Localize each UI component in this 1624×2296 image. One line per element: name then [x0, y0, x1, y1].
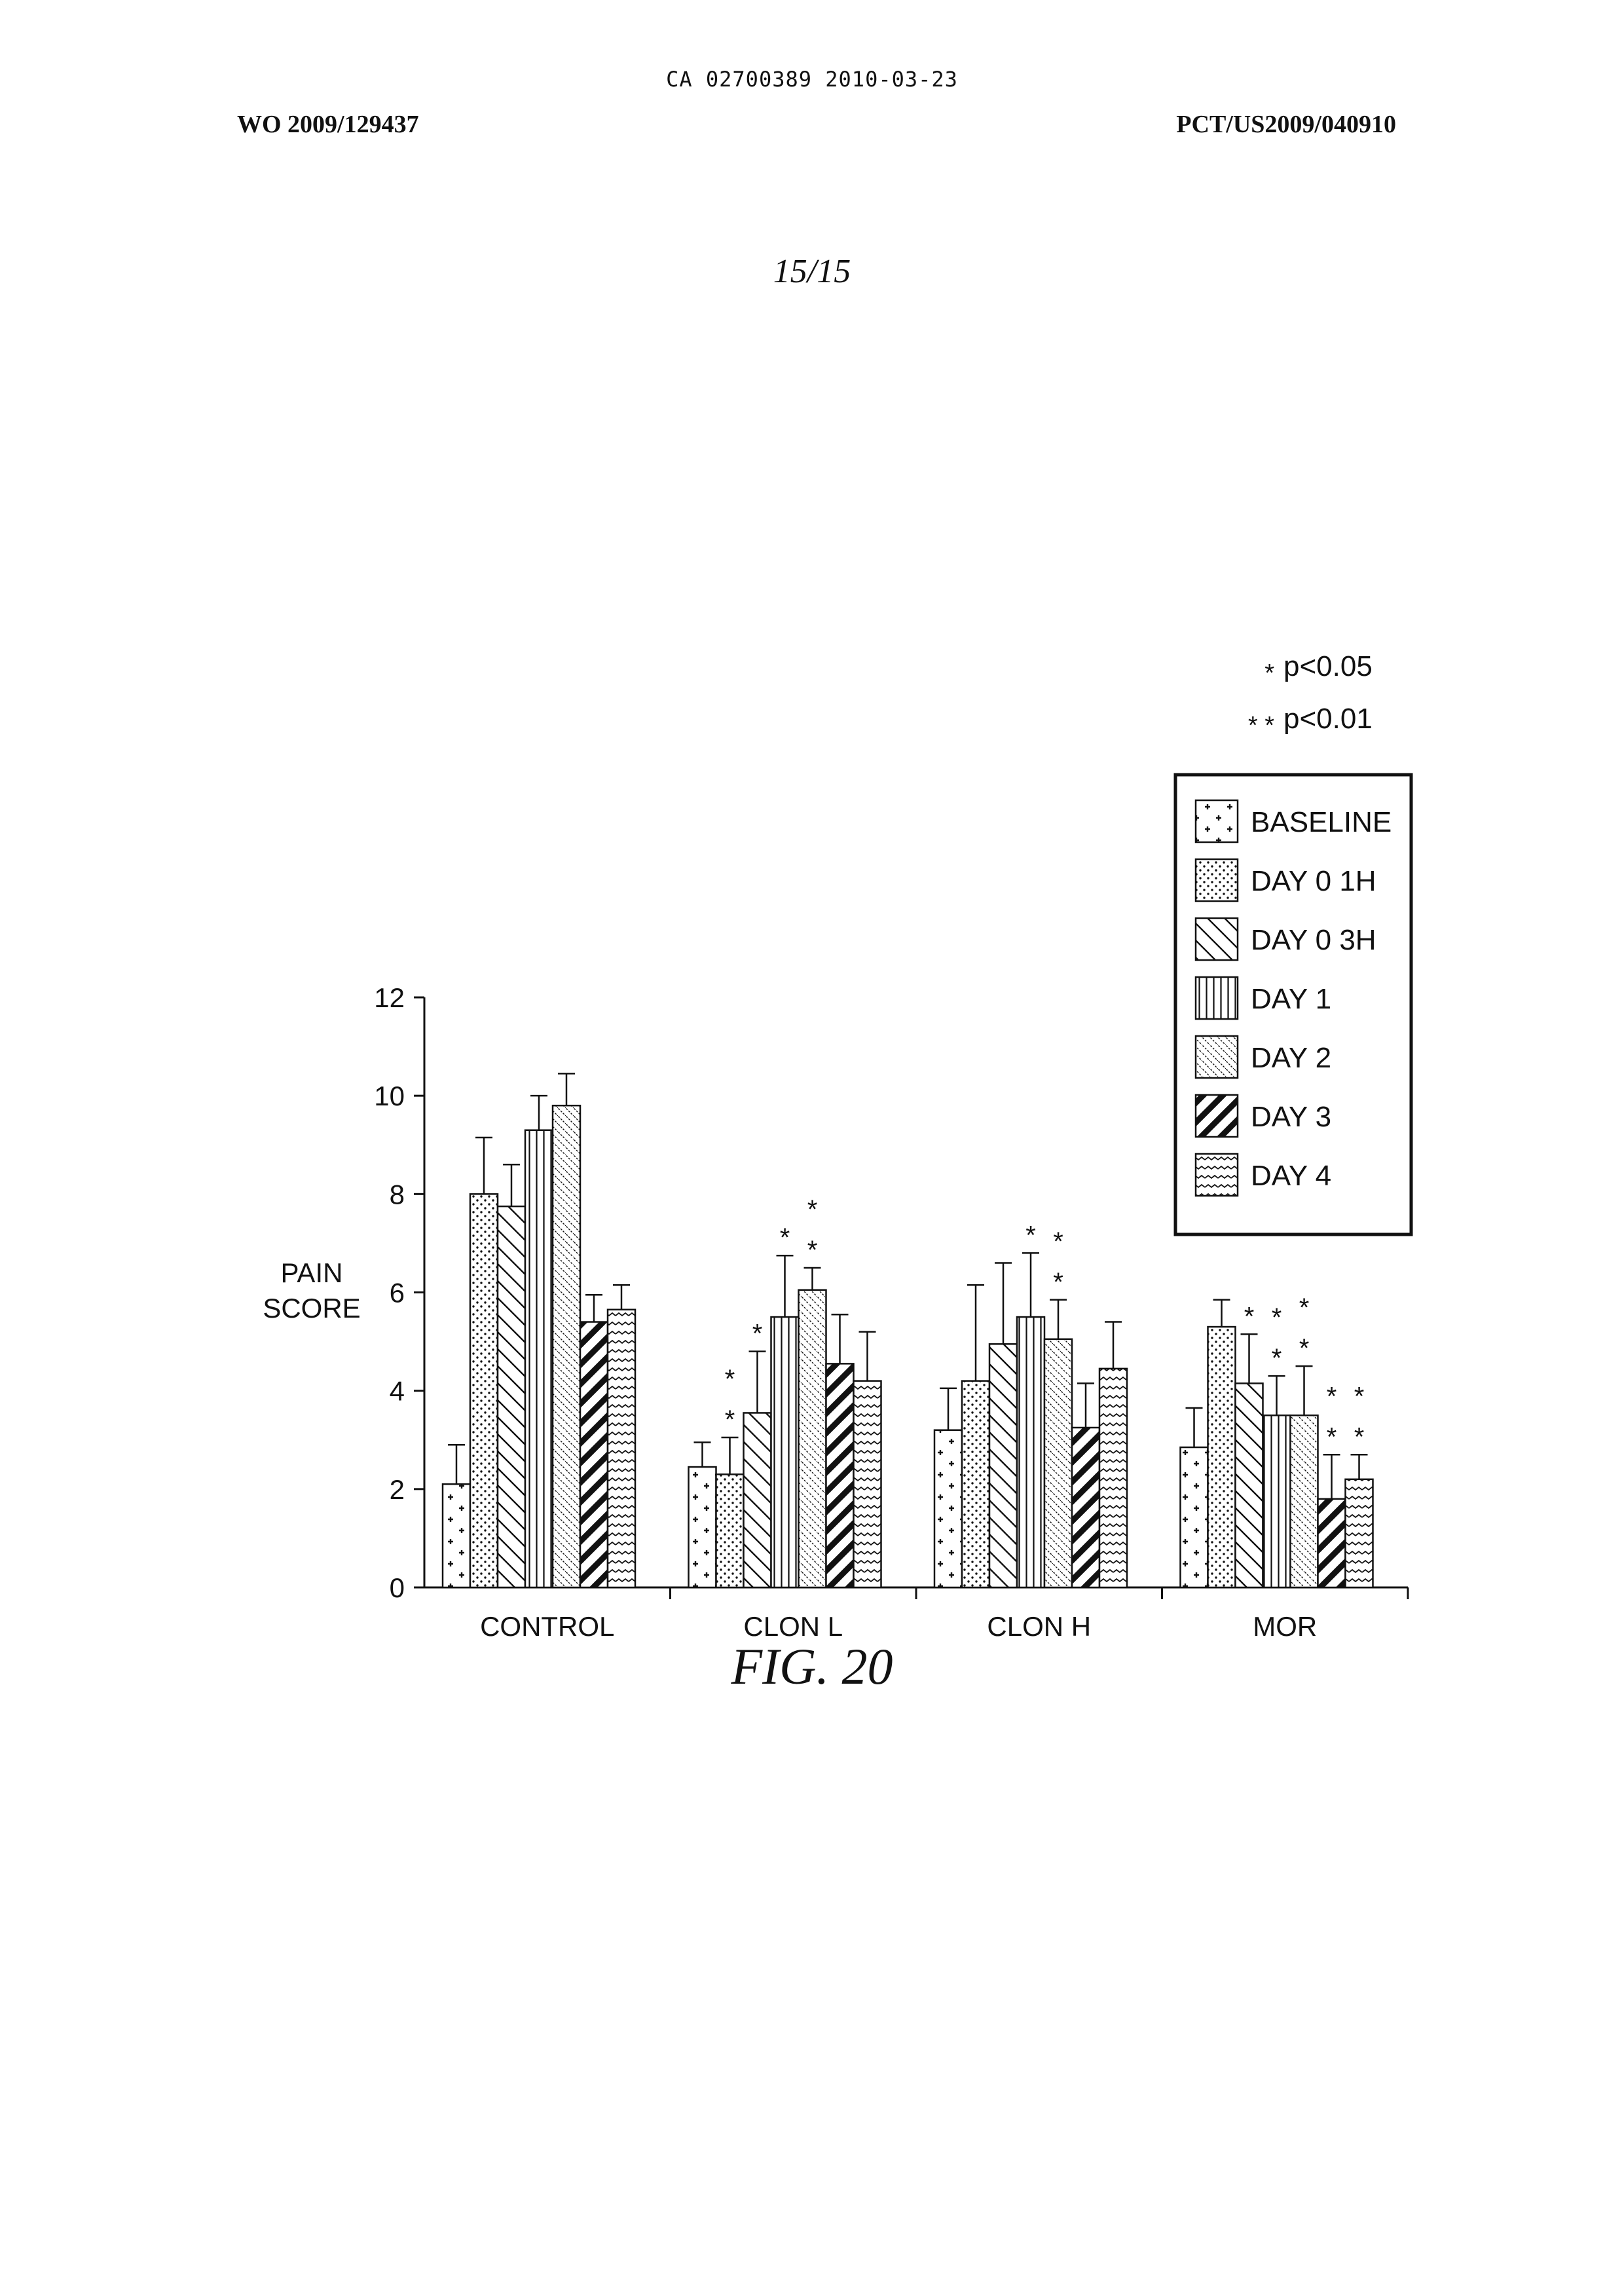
y-tick-label: 0: [390, 1572, 405, 1603]
significance-star: *: [1272, 1303, 1282, 1332]
legend-label: DAY 3: [1251, 1101, 1331, 1133]
significance-star: *: [1053, 1227, 1063, 1256]
bar: [744, 1413, 771, 1587]
legend-swatch: [1196, 1154, 1238, 1196]
bar: [1263, 1415, 1291, 1587]
significance-star: *: [780, 1223, 790, 1252]
bar: [1072, 1428, 1099, 1587]
y-axis-label: PAIN SCORE: [263, 1257, 360, 1324]
figure-label: FIG. 20: [0, 1637, 1624, 1696]
bar: [525, 1130, 553, 1587]
significance-star: *: [1244, 1302, 1255, 1331]
bar: [962, 1381, 989, 1587]
bar: [553, 1105, 580, 1587]
legend-swatch: [1196, 800, 1238, 842]
bar: [1318, 1499, 1346, 1587]
significance-star: *: [1053, 1268, 1063, 1297]
y-axis-label-line2: SCORE: [263, 1293, 360, 1324]
significance-star: *: [1299, 1293, 1310, 1322]
legend-label: DAY 4: [1251, 1160, 1331, 1192]
y-tick-label: 10: [374, 1081, 405, 1111]
sig-text-p005: p<0.05: [1283, 650, 1373, 682]
bar: [689, 1467, 716, 1587]
y-tick-label: 8: [390, 1179, 405, 1210]
bar: [1291, 1415, 1318, 1587]
y-tick-label: 2: [390, 1474, 405, 1505]
legend-label: DAY 1: [1251, 983, 1331, 1015]
bar: [608, 1310, 635, 1587]
legend-swatch: [1196, 1036, 1238, 1078]
significance-star: *: [807, 1195, 818, 1224]
bar: [771, 1317, 799, 1587]
bar: [989, 1344, 1017, 1587]
sig-text-p001: p<0.01: [1283, 703, 1373, 735]
significance-star: *: [807, 1236, 818, 1265]
legend-label: BASELINE: [1251, 806, 1392, 838]
significance-star: *: [752, 1320, 763, 1348]
bar: [470, 1194, 498, 1587]
significance-star: *: [725, 1365, 735, 1394]
bar: [1181, 1447, 1208, 1587]
significance-star: *: [1327, 1422, 1337, 1451]
significance-note: * p<0.05 * * p<0.01: [1248, 650, 1373, 739]
y-tick-label: 12: [374, 982, 405, 1013]
x-axis: CONTROLCLON LCLON HMOR: [424, 1587, 1408, 1642]
bar: [580, 1322, 608, 1587]
bar: [443, 1484, 470, 1587]
significance-star: *: [725, 1405, 735, 1434]
bar: [498, 1206, 525, 1587]
legend-swatch: [1196, 1095, 1238, 1137]
y-tick-label: 4: [390, 1376, 405, 1407]
bar: [1208, 1327, 1236, 1587]
significance-star: *: [1299, 1334, 1310, 1363]
bar: [1099, 1369, 1127, 1587]
bar: [934, 1430, 962, 1587]
bar: [854, 1381, 881, 1587]
bar: [1017, 1317, 1044, 1587]
significance-star: *: [1354, 1422, 1365, 1451]
legend-swatch: [1196, 859, 1238, 901]
legend-label: DAY 0 1H: [1251, 865, 1376, 897]
bar: [799, 1290, 826, 1587]
legend-label: DAY 2: [1251, 1042, 1331, 1074]
significance-star: *: [1354, 1382, 1365, 1411]
bar: [1346, 1479, 1373, 1587]
sig-marker-double: * *: [1248, 712, 1274, 739]
legend-swatch: [1196, 918, 1238, 960]
bar: [716, 1474, 744, 1587]
significance-star: *: [1025, 1221, 1036, 1250]
bar: [1044, 1339, 1072, 1587]
legend-label: DAY 0 3H: [1251, 924, 1376, 956]
y-axis: 0 2 4 6 8 10 12: [374, 982, 424, 1603]
y-tick-label: 6: [390, 1278, 405, 1308]
legend-swatch: [1196, 977, 1238, 1019]
significance-star: *: [1272, 1344, 1282, 1373]
bar: [826, 1363, 854, 1587]
y-axis-label-line1: PAIN: [281, 1257, 343, 1288]
sig-marker-single: *: [1264, 659, 1274, 687]
significance-star: *: [1327, 1382, 1337, 1411]
bar: [1236, 1383, 1263, 1587]
